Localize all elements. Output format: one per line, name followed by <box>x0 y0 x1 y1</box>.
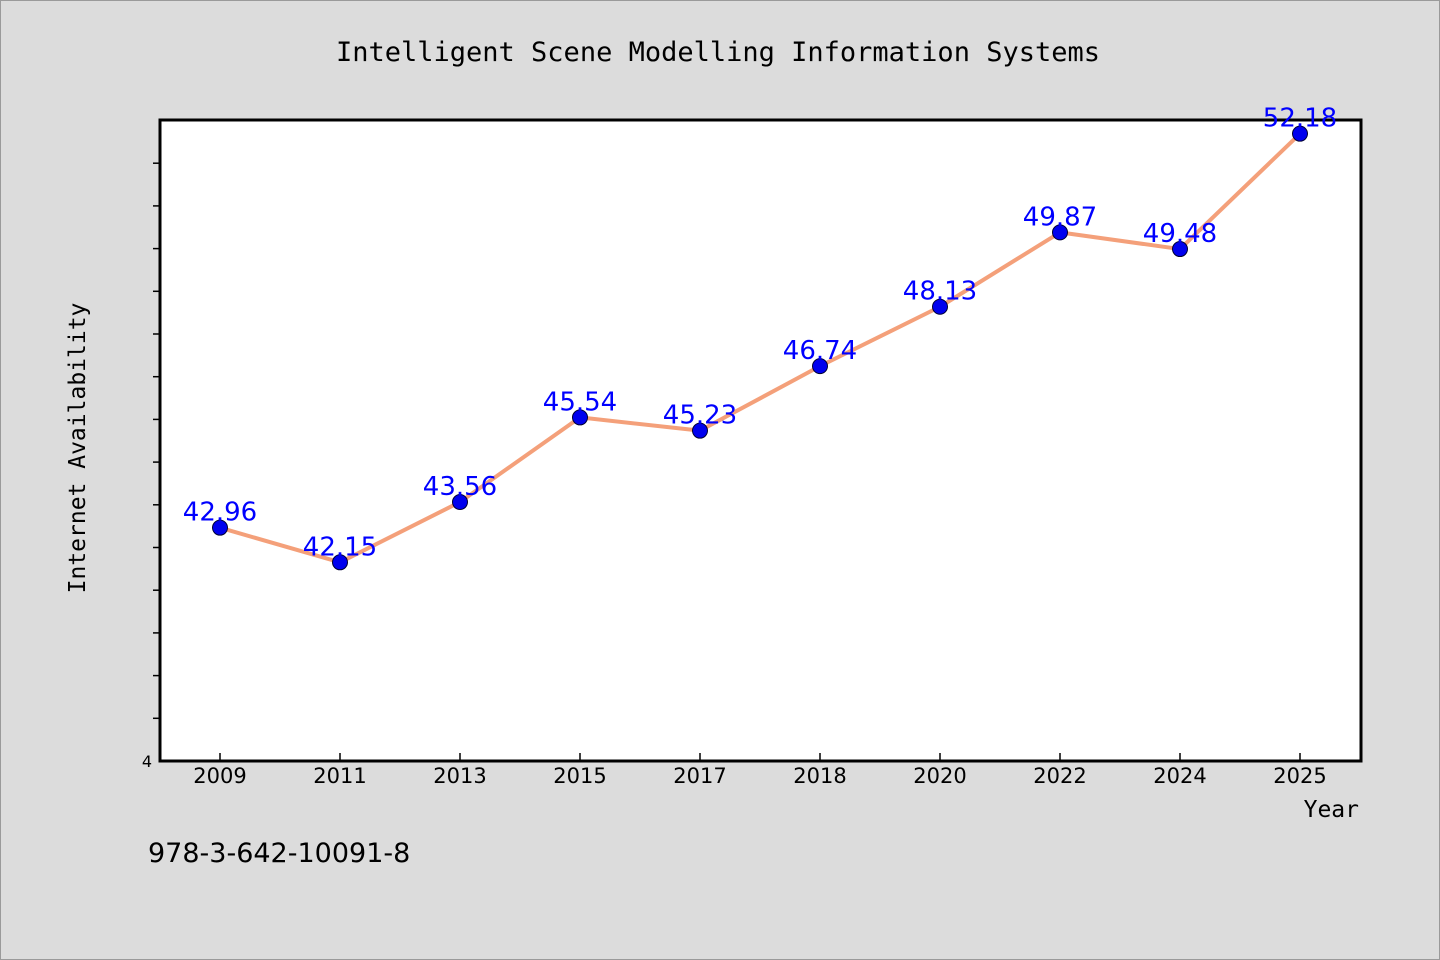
x-tick-label: 2009 <box>193 764 246 788</box>
data-label: 42.15 <box>303 532 377 562</box>
series-line <box>219 132 1302 565</box>
plot-area <box>158 118 1363 763</box>
data-point <box>572 409 588 426</box>
data-point <box>692 422 708 439</box>
chart-title: Intelligent Scene Modelling Information … <box>336 37 1100 68</box>
data-label: 43.56 <box>423 472 497 502</box>
data-point <box>1052 224 1068 241</box>
data-label: 42.96 <box>183 498 257 528</box>
data-point <box>812 358 828 375</box>
y-axis-ticks: 4 <box>142 162 160 771</box>
x-tick-label: 2020 <box>913 764 966 788</box>
data-label: 49.87 <box>1023 202 1097 232</box>
isbn-label: 978-3-642-10091-8 <box>148 838 410 869</box>
x-tick-label: 2011 <box>313 764 366 788</box>
data-point <box>212 519 228 536</box>
x-tick-label: 2025 <box>1273 764 1326 788</box>
data-label: 46.74 <box>783 336 857 366</box>
x-tick-label: 2017 <box>673 764 726 788</box>
x-tick-label: 2015 <box>553 764 606 788</box>
data-point <box>1292 125 1308 142</box>
x-tick-label: 2024 <box>1153 764 1206 788</box>
x-axis-label: Year <box>1304 797 1359 823</box>
data-label: 48.13 <box>903 277 977 307</box>
data-label: 52.18 <box>1263 104 1337 134</box>
y-tick-label: 4 <box>142 752 152 771</box>
series-layer: 42.96 42.15 43.56 45.54 45.23 46.74 48.13 49.87… <box>183 104 1337 571</box>
data-label: 49.48 <box>1143 219 1217 249</box>
data-point <box>932 298 948 315</box>
x-tick-label: 2018 <box>793 764 846 788</box>
data-point <box>1172 241 1188 258</box>
x-axis-ticks: 2009 2011 2013 2015 2017 2018 2020 2022 2024 2025 <box>193 753 1327 788</box>
y-axis-label: Internet Availability <box>65 303 91 594</box>
data-point <box>332 554 348 571</box>
data-label: 45.23 <box>663 401 737 431</box>
x-tick-label: 2013 <box>433 764 486 788</box>
data-label: 45.54 <box>543 387 617 417</box>
x-tick-label: 2022 <box>1033 764 1086 788</box>
data-point <box>452 494 468 511</box>
